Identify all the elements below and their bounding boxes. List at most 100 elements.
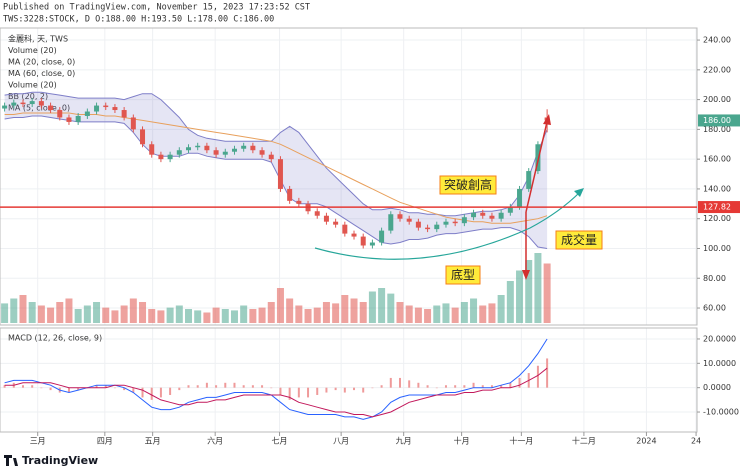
arrowhead	[522, 270, 530, 280]
volume-bar	[506, 281, 514, 323]
candle-body	[526, 171, 532, 189]
volume-bar	[175, 305, 183, 323]
volume-bar	[74, 309, 82, 323]
candle-body	[186, 147, 192, 151]
volume-bar	[516, 270, 524, 323]
candle-body	[149, 144, 155, 155]
candle-body	[406, 218, 412, 222]
volume-bar	[148, 309, 156, 323]
candle-body	[11, 102, 17, 106]
volume-bar	[83, 305, 91, 323]
macd-histogram	[435, 387, 438, 389]
volume-bar	[341, 295, 349, 323]
macd-histogram	[334, 387, 337, 391]
macd-histogram	[472, 382, 475, 388]
y-tick-label: 60.00	[703, 304, 726, 313]
candle-body	[342, 224, 348, 234]
macd-histogram	[270, 387, 273, 389]
candle-body	[360, 236, 366, 246]
volume-bar	[203, 312, 211, 323]
candle-body	[415, 221, 421, 228]
volume-bar	[295, 305, 303, 323]
main-pane	[0, 27, 698, 326]
volume-bar	[249, 309, 257, 323]
candle-body	[434, 224, 440, 230]
macd-histogram	[159, 387, 162, 398]
candle-body	[2, 105, 8, 109]
y-tick-label: 80.00	[703, 274, 726, 283]
arrowhead	[574, 188, 584, 197]
volume-bar	[276, 288, 284, 323]
candle-body	[112, 107, 118, 111]
y-tick-label: 180.00	[703, 125, 731, 134]
candle-body	[333, 221, 339, 225]
volume-bar	[28, 302, 36, 323]
macd-histogram	[141, 387, 144, 398]
macd-histogram	[307, 387, 310, 398]
candle-body	[195, 145, 201, 148]
logo: TradingView	[22, 454, 98, 467]
volume-bar	[497, 295, 505, 323]
macd-histogram	[242, 385, 245, 388]
macd-histogram	[104, 385, 107, 388]
volume-bar	[387, 293, 395, 323]
macd-histogram	[546, 358, 549, 388]
y-tick-label: 0.0000	[703, 383, 731, 392]
candle-body	[388, 214, 394, 231]
candle-body	[425, 227, 431, 230]
price-tag-label: 127.82	[703, 203, 731, 212]
macd-histogram	[325, 387, 328, 393]
y-tick-label: 20.0000	[703, 334, 736, 343]
annotation-box	[439, 175, 497, 195]
annotation-box	[445, 265, 481, 285]
volume-bar	[350, 298, 358, 323]
macd-histogram	[123, 387, 126, 391]
macd-histogram	[132, 387, 135, 393]
volume-bar	[258, 307, 266, 323]
candle-body	[231, 148, 237, 152]
volume-bar	[424, 309, 432, 323]
volume-bar	[185, 309, 193, 323]
candle-body	[103, 105, 109, 108]
x-tick-label: 十二月	[572, 436, 596, 446]
volume-bar	[129, 298, 137, 323]
legend-entry: Volume (20)	[8, 81, 57, 90]
candle-body	[461, 217, 467, 224]
volume-bar	[286, 298, 294, 323]
y-tick-label: 120.00	[703, 214, 731, 223]
macd-title: MACD (12, 26, close, 9)	[8, 334, 102, 343]
arrow	[525, 121, 548, 213]
x-tick-label: 2024	[636, 437, 656, 446]
candle-body	[517, 188, 523, 207]
candle-body	[204, 145, 210, 151]
candle-body	[351, 233, 357, 237]
volume-bar	[479, 305, 487, 323]
volume-bar	[157, 310, 165, 323]
macd-histogram	[297, 387, 300, 398]
macd-histogram	[343, 387, 346, 393]
candle-body	[268, 154, 274, 160]
x-tick-label: 七月	[272, 437, 288, 446]
candle-body	[250, 145, 256, 151]
x-tick-label: 四月	[97, 437, 113, 446]
candle-body	[443, 221, 449, 225]
candle-body	[498, 212, 504, 219]
macd-histogram	[233, 382, 236, 388]
macd-histogram	[481, 385, 484, 388]
volume-bar	[10, 298, 18, 323]
macd-histogram	[251, 385, 254, 388]
macd-histogram	[77, 387, 80, 391]
legend-entry: Volume (20)	[8, 46, 57, 55]
candle-body	[158, 154, 164, 160]
volume-bar	[414, 307, 422, 323]
volume-bar	[194, 310, 202, 323]
macd-histogram	[371, 387, 374, 389]
x-tick-label: 24	[691, 437, 701, 446]
candle-body	[259, 150, 265, 155]
x-tick-label: 五月	[145, 437, 161, 446]
candle-body	[167, 154, 173, 160]
bb-lower	[4, 115, 548, 249]
price-tag-label: 186.00	[703, 116, 731, 125]
legend-entry: BB (20, 2)	[8, 92, 48, 101]
